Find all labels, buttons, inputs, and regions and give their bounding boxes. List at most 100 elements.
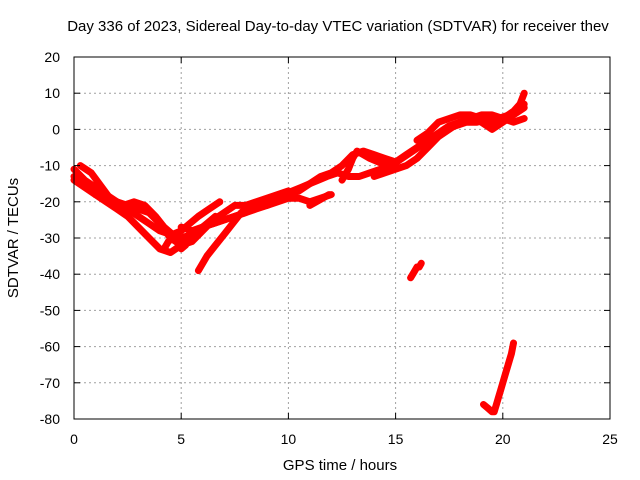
data-point — [182, 242, 189, 249]
y-tick-label: -10 — [40, 158, 60, 174]
data-point — [124, 213, 131, 220]
data-point — [446, 115, 453, 122]
data-point — [120, 202, 127, 209]
data-point — [506, 358, 513, 365]
series-trace — [413, 89, 528, 144]
data-point — [186, 220, 193, 227]
data-point — [81, 180, 88, 187]
data-point — [414, 137, 421, 144]
data-point — [345, 166, 352, 173]
data-point — [456, 119, 463, 126]
data-point — [229, 220, 236, 227]
data-point — [392, 162, 399, 169]
data-point — [328, 169, 335, 176]
series-arc-13 — [338, 147, 400, 184]
data-point — [317, 173, 324, 180]
data-point — [221, 209, 228, 216]
series-arc-12 — [306, 191, 333, 209]
y-axis: -80 -70 -60 -50 -40 -30 -20 -10 0 10 20 — [40, 49, 610, 427]
data-point — [510, 119, 517, 126]
data-point — [296, 187, 303, 194]
data-point — [414, 144, 421, 151]
data-point — [516, 101, 523, 108]
data-point — [173, 238, 180, 245]
data-point — [306, 202, 313, 209]
data-point — [416, 263, 423, 270]
series-arc-9 — [407, 259, 425, 282]
chart-title: Day 336 of 2023, Sidereal Day-to-day VTE… — [67, 18, 609, 35]
y-tick-label: 0 — [52, 121, 60, 137]
data-point — [191, 231, 198, 238]
data-point — [339, 162, 345, 169]
x-tick-label: 15 — [388, 431, 404, 447]
data-point — [195, 213, 202, 220]
y-tick-label: -50 — [40, 302, 60, 318]
data-point — [349, 155, 356, 162]
series-trace — [177, 111, 528, 235]
data-point — [92, 191, 99, 198]
data-point — [103, 198, 110, 205]
data-point — [424, 144, 431, 151]
data-point — [253, 202, 260, 209]
data-point — [403, 162, 410, 169]
data-point — [403, 151, 410, 158]
data-point — [424, 137, 431, 144]
data-point — [504, 365, 511, 372]
data-point — [203, 253, 210, 260]
data-point — [489, 122, 496, 129]
data-point — [326, 191, 333, 198]
data-point — [212, 213, 219, 220]
data-point — [497, 387, 504, 394]
data-point — [203, 220, 210, 227]
data-point — [521, 104, 528, 111]
data-point — [456, 111, 463, 118]
data-point — [360, 151, 367, 158]
data-point — [161, 245, 168, 252]
data-point — [495, 394, 502, 401]
data-point — [510, 339, 517, 346]
data-point — [418, 260, 425, 267]
data-point — [208, 216, 215, 223]
data-point — [306, 180, 313, 187]
x-tick-label: 25 — [602, 431, 618, 447]
data-point — [414, 155, 421, 162]
data-point — [424, 130, 431, 137]
data-point — [206, 206, 213, 213]
grid — [74, 57, 610, 419]
data-point — [313, 198, 320, 205]
series-arc-5 — [194, 100, 528, 275]
y-tick-label: -30 — [40, 230, 60, 246]
data-point — [152, 213, 159, 220]
data-point — [141, 202, 148, 209]
data-point — [508, 350, 515, 357]
data-point — [371, 173, 378, 180]
data-point — [165, 238, 172, 245]
data-point — [467, 111, 474, 118]
data-point — [88, 169, 95, 176]
data-point — [195, 267, 202, 274]
data-point — [521, 115, 528, 122]
x-axis: 0 5 10 15 20 25 — [70, 57, 618, 447]
data-point — [501, 372, 508, 379]
series-trace — [306, 191, 333, 209]
x-tick-label: 0 — [70, 431, 78, 447]
data-point — [98, 184, 105, 191]
data-point — [231, 213, 238, 220]
data-point — [435, 133, 442, 140]
data-point — [521, 90, 528, 97]
data-point — [381, 169, 388, 176]
data-point — [478, 115, 485, 122]
data-point — [339, 177, 345, 184]
data-point — [113, 206, 120, 213]
series-arc-6 — [177, 111, 528, 235]
data-point — [216, 198, 223, 205]
y-tick-label: -20 — [40, 194, 60, 210]
data-point — [161, 224, 168, 231]
data-point — [354, 148, 361, 155]
data-point — [135, 213, 142, 220]
data-point — [480, 401, 487, 408]
data-point — [169, 235, 176, 241]
data-point — [384, 162, 391, 169]
y-tick-label: 20 — [44, 49, 60, 65]
